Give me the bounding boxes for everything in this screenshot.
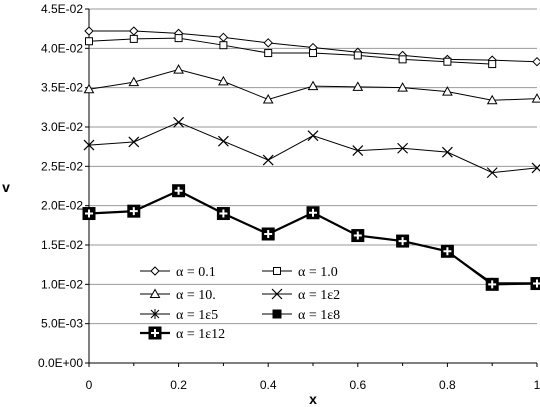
- grid-lines: [89, 8, 537, 325]
- data-point: [353, 51, 362, 60]
- data-point: [128, 136, 140, 148]
- data-point: [486, 167, 498, 179]
- data-point: [261, 227, 275, 241]
- series-line: [88, 37, 493, 65]
- data-point: [173, 116, 185, 128]
- x-axis-title: x: [309, 391, 317, 407]
- data-point: [150, 266, 160, 276]
- x-tick-label: 0.8: [439, 378, 456, 392]
- y-tick-label: 1.0E-02: [41, 277, 83, 291]
- y-tick-label: 4.5E-02: [41, 2, 83, 16]
- data-point: [128, 76, 140, 87]
- y-tick-label: 2.5E-02: [41, 159, 83, 173]
- x-tick-label: 0: [86, 378, 93, 392]
- y-tick-label: 4.0E-02: [41, 41, 83, 55]
- data-point: [82, 207, 96, 221]
- data-point: [129, 26, 139, 36]
- data-point: [264, 49, 273, 58]
- legend-item: α = 1ε2: [262, 288, 340, 303]
- legend-label: α = 1ε8: [298, 308, 340, 323]
- data-point: [532, 56, 540, 67]
- x-tick-label: 1: [534, 378, 540, 392]
- series-lines: [82, 26, 540, 291]
- data-point: [271, 288, 283, 300]
- data-point: [352, 145, 364, 157]
- data-point: [173, 64, 184, 74]
- series-line: [88, 121, 538, 174]
- data-point: [127, 204, 141, 218]
- y-tick-label: 1.5E-02: [41, 238, 83, 252]
- y-tick-label: 2.0E-02: [41, 199, 83, 213]
- data-point: [272, 309, 282, 319]
- data-point: [443, 57, 452, 66]
- data-point: [531, 162, 540, 174]
- data-point: [486, 94, 498, 105]
- data-point: [263, 38, 273, 48]
- data-point: [309, 49, 317, 58]
- data-point: [83, 83, 95, 94]
- x-tick-label: 0.4: [260, 378, 277, 392]
- legend-label: α = 1ε2: [298, 288, 340, 303]
- legend-label: α = 0.1: [176, 265, 216, 280]
- data-point: [485, 277, 499, 291]
- data-point: [397, 82, 408, 92]
- data-point: [218, 32, 229, 43]
- data-point: [148, 326, 162, 340]
- y-tick-label: 3.5E-02: [41, 81, 83, 95]
- data-point: [531, 93, 540, 103]
- data-point: [217, 135, 229, 147]
- data-point: [396, 234, 410, 248]
- legend-label: α = 10.: [176, 288, 216, 303]
- data-point: [129, 34, 138, 43]
- data-point: [530, 277, 540, 291]
- data-point: [440, 244, 454, 258]
- data-point: [85, 37, 93, 46]
- legend: α = 0.1 α = 1.0 α = 10. α = 1ε2 α = 1ε5 α = 1…: [140, 265, 340, 342]
- legend-item: α = 1ε5: [140, 308, 218, 323]
- data-point: [273, 267, 281, 275]
- data-point: [216, 207, 230, 221]
- data-point: [442, 86, 453, 96]
- data-point: [84, 26, 94, 36]
- legend-item: α = 10.: [140, 288, 216, 303]
- y-tick-label: 5.0E-03: [41, 317, 83, 331]
- x-tick-label: 0.2: [170, 378, 187, 392]
- data-point: [149, 288, 161, 298]
- y-tick-label: 3.0E-02: [41, 120, 83, 134]
- data-point: [306, 206, 320, 220]
- legend-label: α = 1ε12: [176, 327, 225, 342]
- data-point: [174, 34, 183, 43]
- legend-item: α = 0.1: [140, 265, 216, 280]
- y-axis-title: v: [2, 179, 10, 195]
- x-tick-labels: 0 0.2 0.4 0.6 0.8 1: [86, 378, 540, 392]
- x-tick-label: 0.6: [349, 378, 366, 392]
- data-point: [352, 81, 364, 91]
- legend-item: α = 1ε12: [140, 326, 225, 342]
- y-tick-label: 0.0E+00: [38, 356, 83, 370]
- legend-item: α = 1.0: [262, 265, 338, 280]
- data-point: [262, 93, 274, 104]
- data-point: [218, 75, 229, 86]
- data-point: [441, 146, 453, 158]
- data-point: [351, 229, 365, 243]
- data-point: [307, 130, 319, 142]
- legend-item: α = 1ε8: [262, 308, 340, 323]
- legend-label: α = 1ε5: [176, 308, 218, 323]
- data-point: [397, 142, 409, 154]
- data-point: [488, 60, 497, 69]
- data-point: [150, 309, 160, 319]
- data-point: [307, 80, 319, 91]
- data-point: [398, 55, 407, 64]
- data-point: [83, 139, 95, 151]
- legend-label: α = 1.0: [298, 265, 338, 280]
- data-point: [262, 154, 274, 166]
- data-point: [219, 41, 228, 50]
- y-tick-labels: 0.0E+00 5.0E-03 1.0E-02 1.5E-02 2.0E-02 2.5E-…: [38, 2, 83, 370]
- data-point: [172, 184, 186, 198]
- axes: [85, 8, 538, 367]
